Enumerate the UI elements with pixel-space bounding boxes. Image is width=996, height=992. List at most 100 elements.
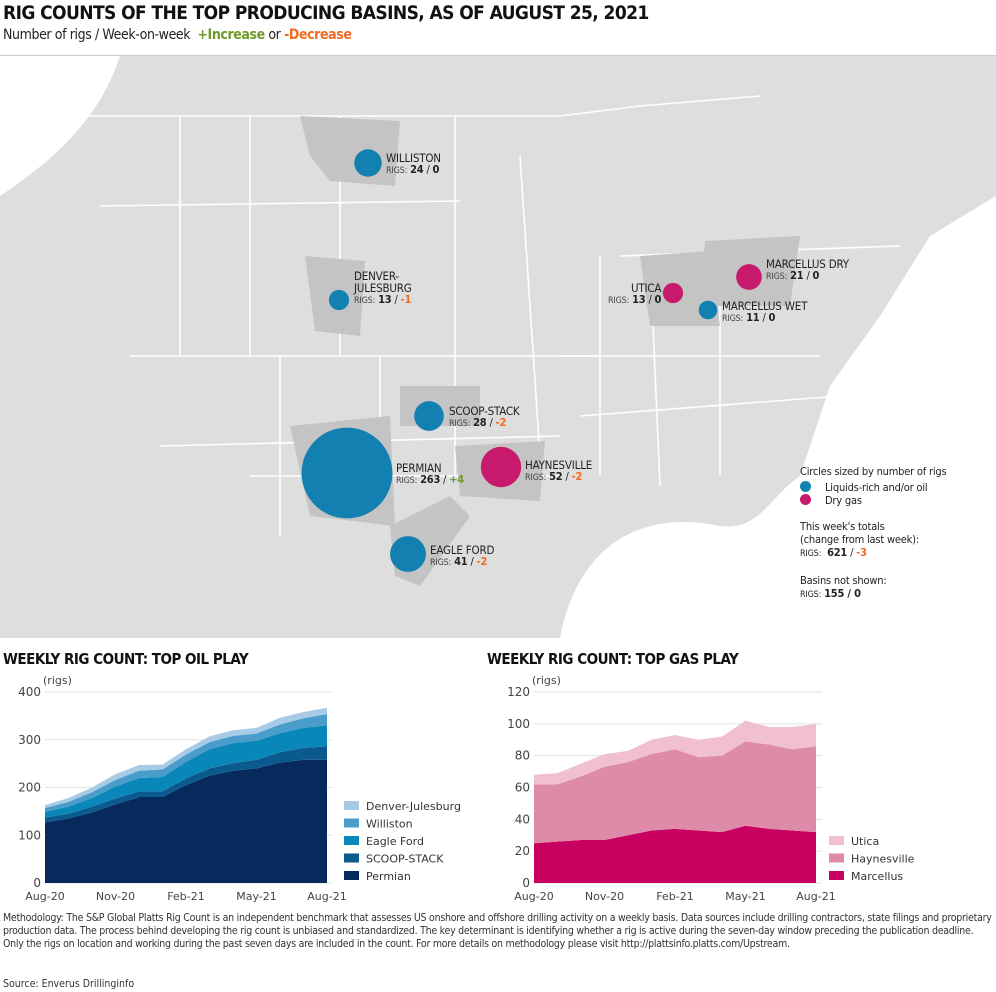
increase-key: +Increase: [197, 27, 265, 43]
rigs-label: RIGS:: [430, 558, 452, 568]
y-tick-label: 40: [515, 812, 530, 826]
map-legend: Circles sized by number of rigs Liquids-…: [800, 465, 947, 600]
y-axis-label: (rigs): [532, 674, 561, 687]
rig-count: 41: [454, 555, 468, 568]
area-utica: [534, 720, 816, 785]
legend-drygas: Dry gas: [825, 494, 862, 507]
legend-label: Marcellus: [851, 870, 903, 883]
legend-swatch: [829, 836, 844, 845]
area-denver-julesburg: [45, 707, 327, 809]
area-williston: [45, 713, 327, 812]
legend-heading: Circles sized by number of rigs: [800, 465, 947, 478]
basin-label: MARCELLUS WET RIGS: 11 / 0: [722, 299, 808, 324]
y-tick-label: 0: [522, 876, 530, 890]
basin-label: WILLISTON RIGS: 24 / 0: [386, 151, 441, 176]
basin-label: HAYNESVILLE RIGS: 52 / -2: [525, 458, 593, 483]
area-haynesville: [534, 741, 816, 844]
rig-count: 24: [410, 163, 424, 176]
basin-name: EAGLE FORD: [430, 543, 495, 557]
x-tick-label: Nov-20: [585, 890, 624, 903]
y-axis-label: (rigs): [43, 674, 72, 687]
basin-circle-marcellus-dry: [736, 264, 762, 290]
basin-label: PERMIAN RIGS: 263 / +4: [396, 461, 464, 486]
rig-count: 52: [549, 470, 563, 483]
basin-label: DENVER-JULESBURG RIGS: 13 / -1: [354, 270, 424, 307]
y-tick-label: 200: [18, 781, 41, 795]
source-note: Source: Enverus Drillinginfo: [3, 978, 135, 990]
area-permian: [45, 759, 327, 883]
rigs-label: RIGS:: [800, 590, 822, 600]
basin-name: PERMIAN: [396, 461, 442, 475]
drygas-dot-icon: [800, 494, 811, 505]
rig-change: -1: [400, 293, 412, 306]
x-tick-label: Aug-21: [307, 890, 346, 903]
y-tick-label: 0: [33, 876, 41, 890]
area-scoop-stack: [45, 746, 327, 823]
legend-swatch: [344, 871, 359, 880]
basin-circle-eagle-ford: [390, 536, 426, 572]
totals-subheading: (change from last week):: [800, 533, 919, 546]
basin-circle-denver-julesburg: [328, 289, 350, 311]
totals-change: -3: [856, 546, 867, 559]
rigs-label: RIGS:: [525, 473, 547, 483]
basin-circle-permian: [301, 427, 393, 519]
basin-circle-williston: [354, 149, 382, 177]
decrease-key: -Decrease: [284, 27, 352, 43]
rig-count: 263: [420, 473, 441, 486]
basin-circle-marcellus-wet: [698, 300, 718, 320]
rigs-label: RIGS:: [449, 419, 471, 429]
legend-label: Denver-Julesburg: [366, 800, 461, 813]
subtitle-prefix: Number of rigs / Week-on-week: [3, 27, 191, 43]
rigs-label: RIGS:: [386, 166, 408, 176]
basin-name: MARCELLUS WET: [722, 299, 808, 313]
legend-label: Eagle Ford: [366, 835, 424, 848]
totals-heading: This week's totals: [800, 520, 885, 533]
not-shown-heading: Basins not shown:: [800, 574, 887, 587]
rig-count: 13: [378, 293, 392, 306]
rig-change: -2: [476, 555, 488, 568]
oil-rig-chart: 0 100 200 300 400(rigs) Aug-20 Nov-20 Feb-21 May…: [18, 674, 461, 903]
y-tick-label: 80: [515, 749, 530, 763]
liquids-dot-icon: [800, 481, 811, 492]
x-tick-label: May-21: [236, 890, 277, 903]
y-tick-label: 100: [507, 717, 530, 731]
page-title: RIG COUNTS OF THE TOP PRODUCING BASINS, …: [3, 2, 649, 24]
basin-label: MARCELLUS DRY RIGS: 21 / 0: [766, 257, 849, 282]
area-marcellus: [534, 825, 816, 883]
legend-label: Williston: [366, 818, 413, 831]
legend-swatch: [829, 853, 844, 863]
basin-name: WILLISTON: [386, 151, 441, 165]
legend-label: Permian: [366, 870, 411, 883]
y-tick-label: 100: [18, 828, 41, 842]
basin-circle-utica: [662, 282, 684, 304]
rig-change: -2: [571, 470, 583, 483]
basin-name: UTICA: [630, 281, 662, 295]
legend-swatch: [344, 836, 359, 845]
totals-value: 621: [827, 546, 848, 559]
basin-circle-scoop-stack: [414, 401, 444, 431]
y-tick-label: 300: [18, 733, 41, 747]
not-shown-value: 155 / 0: [824, 587, 861, 600]
rigs-label: RIGS:: [800, 549, 822, 559]
rig-change: 0: [654, 293, 662, 306]
or-text: or: [268, 27, 281, 43]
legend-liquids: Liquids-rich and/or oil: [825, 481, 928, 494]
x-tick-label: Aug-20: [514, 890, 553, 903]
x-tick-label: Feb-21: [656, 890, 693, 903]
rigs-label: RIGS:: [396, 476, 418, 486]
legend-swatch: [344, 818, 359, 828]
basin-name: HAYNESVILLE: [525, 458, 593, 472]
y-tick-label: 20: [515, 844, 530, 858]
methodology-note: Methodology: The S&P Global Platts Rig C…: [3, 912, 992, 950]
rig-change: 0: [768, 311, 776, 324]
basin-circle-haynesville: [480, 446, 522, 488]
rigs-label: RIGS:: [608, 296, 630, 306]
y-tick-label: 60: [515, 781, 530, 795]
us-map-background: [0, 56, 996, 638]
x-tick-label: Aug-20: [25, 890, 64, 903]
rig-count: 28: [473, 416, 487, 429]
rig-count: 21: [790, 269, 804, 282]
rig-change: 0: [812, 269, 820, 282]
basin-label: UTICA RIGS: 13 / 0: [608, 281, 662, 306]
basin-label: SCOOP-STACK RIGS: 28 / -2: [449, 404, 520, 429]
